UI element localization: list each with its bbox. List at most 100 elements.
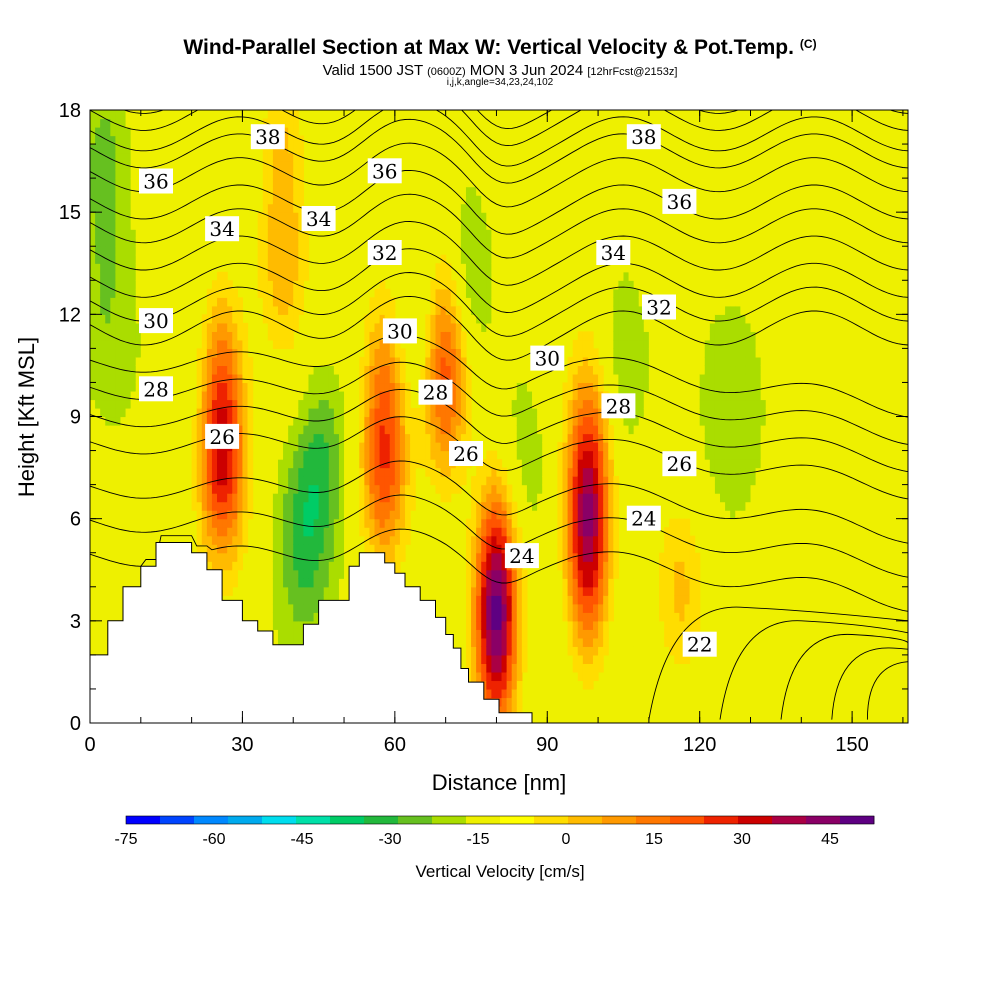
velocity-cell	[389, 450, 396, 460]
velocity-cell	[277, 493, 284, 503]
velocity-cell	[140, 476, 147, 486]
velocity-cell	[115, 365, 122, 375]
velocity-cell	[410, 135, 416, 145]
velocity-cell	[166, 467, 172, 477]
velocity-cell	[166, 527, 172, 537]
velocity-cell	[267, 484, 274, 494]
velocity-cell	[288, 629, 294, 639]
velocity-cell	[450, 484, 457, 494]
velocity-cell	[440, 493, 447, 503]
velocity-cell	[125, 322, 132, 332]
velocity-cell	[486, 544, 492, 554]
velocity-cell	[333, 569, 340, 579]
velocity-cell	[445, 297, 452, 307]
velocity-cell	[90, 527, 96, 537]
velocity-cell	[288, 220, 294, 230]
velocity-cell	[481, 169, 487, 179]
velocity-cell	[293, 288, 299, 298]
velocity-cell	[140, 339, 147, 349]
velocity-cell	[465, 663, 472, 673]
velocity-cell	[420, 220, 426, 230]
velocity-cell	[308, 467, 315, 477]
velocity-cell	[140, 433, 147, 443]
velocity-cell	[90, 501, 96, 511]
velocity-cell	[496, 382, 503, 392]
velocity-cell	[399, 390, 406, 401]
velocity-cell	[344, 493, 350, 503]
velocity-cell	[237, 390, 244, 401]
velocity-cell	[90, 407, 96, 418]
velocity-cell	[105, 425, 111, 435]
velocity-cell	[359, 195, 365, 205]
velocity-cell	[125, 450, 132, 460]
velocity-cell	[110, 271, 116, 281]
velocity-cell	[242, 373, 249, 384]
velocity-cell	[399, 212, 406, 222]
velocity-cell	[445, 612, 452, 622]
velocity-cell	[410, 339, 416, 349]
velocity-cell	[425, 229, 432, 239]
velocity-cell	[471, 203, 477, 213]
velocity-cell	[171, 390, 177, 401]
velocity-cell	[277, 629, 284, 639]
velocity-cell	[262, 561, 269, 571]
velocity-cell	[450, 348, 457, 358]
velocity-cell	[384, 416, 391, 426]
velocity-cell	[450, 586, 457, 596]
velocity-cell	[105, 331, 111, 341]
velocity-cell	[450, 476, 457, 486]
velocity-cell	[349, 459, 355, 469]
velocity-cell	[120, 237, 127, 247]
velocity-cell	[486, 144, 492, 154]
velocity-cell	[267, 476, 274, 486]
velocity-cell	[425, 195, 432, 205]
velocity-cell	[298, 510, 304, 520]
velocity-cell	[262, 620, 269, 630]
velocity-cell	[364, 127, 371, 137]
velocity-cell	[455, 135, 462, 145]
velocity-cell	[384, 203, 391, 213]
velocity-cell	[90, 484, 96, 494]
velocity-cell	[140, 246, 147, 256]
velocity-cell	[95, 237, 101, 247]
velocity-cell	[323, 356, 330, 367]
velocity-cell	[272, 459, 279, 469]
velocity-cell	[359, 484, 365, 494]
velocity-cell	[166, 127, 172, 137]
velocity-cell	[460, 399, 467, 409]
velocity-cell	[166, 144, 172, 154]
velocity-cell	[242, 356, 249, 367]
velocity-cell	[313, 110, 320, 120]
velocity-cell	[379, 510, 386, 520]
velocity-cell	[145, 356, 152, 367]
velocity-cell	[476, 578, 482, 588]
velocity-cell	[471, 263, 477, 273]
velocity-cell	[161, 510, 167, 520]
velocity-cell	[344, 373, 350, 384]
velocity-cell	[90, 442, 96, 452]
velocity-cell	[242, 518, 249, 528]
velocity-cell	[237, 144, 244, 154]
velocity-cell	[293, 220, 299, 230]
velocity-cell	[405, 237, 411, 247]
velocity-cell	[435, 288, 442, 298]
velocity-cell	[420, 237, 426, 247]
velocity-cell	[364, 356, 371, 367]
velocity-cell	[222, 322, 228, 332]
velocity-cell	[105, 390, 111, 401]
velocity-cell	[303, 535, 310, 545]
velocity-cell	[222, 382, 228, 392]
velocity-cell	[435, 603, 442, 613]
velocity-cell	[313, 442, 320, 452]
velocity-cell	[217, 322, 223, 332]
velocity-cell	[100, 195, 106, 205]
velocity-cell	[135, 501, 142, 511]
velocity-cell	[379, 297, 386, 307]
velocity-cell	[186, 271, 193, 281]
velocity-cell	[374, 433, 381, 443]
velocity-cell	[328, 280, 335, 290]
velocity-cell	[115, 161, 122, 171]
velocity-cell	[313, 382, 320, 392]
velocity-cell	[293, 416, 299, 426]
velocity-cell	[120, 186, 127, 196]
